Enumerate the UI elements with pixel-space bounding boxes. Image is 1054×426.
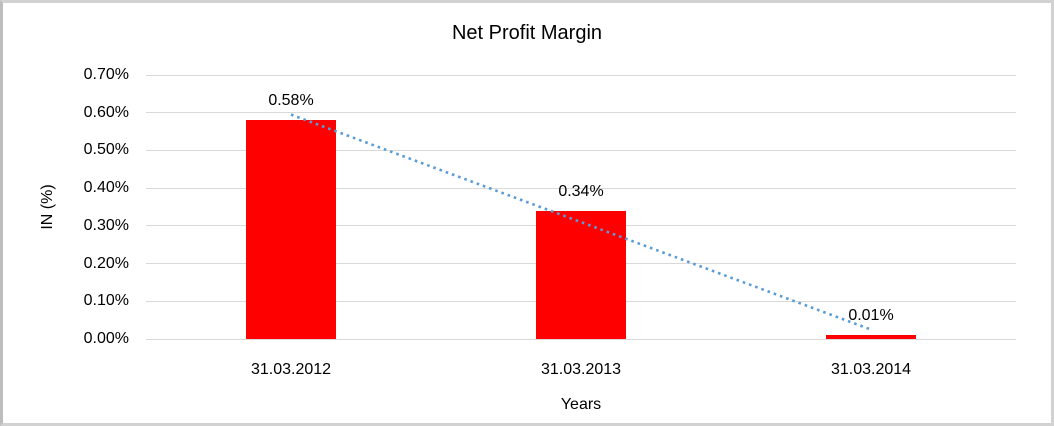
y-gridline — [146, 187, 1016, 189]
y-gridline — [146, 149, 1016, 151]
bar-data-label: 0.34% — [558, 182, 604, 200]
y-axis-tick-label: 0.00% — [83, 330, 129, 347]
bar-data-label: 0.01% — [848, 307, 894, 325]
x-axis-title: Years — [560, 396, 602, 413]
y-gridline — [146, 74, 1016, 76]
y-axis-tick-label: 0.60% — [83, 103, 129, 121]
bar-data-label: 0.58% — [268, 92, 314, 110]
y-axis-tick-label: 0.40% — [83, 179, 129, 197]
y-gridline — [146, 112, 1016, 114]
y-axis-tick-label: 0.50% — [83, 141, 129, 159]
trendline — [290, 113, 872, 331]
y-axis-tick-label: 0.10% — [83, 292, 129, 310]
x-axis-category-label: 31.03.2014 — [830, 361, 912, 378]
y-axis-tick-label: 0.20% — [83, 254, 129, 272]
x-axis-category-label: 31.03.2013 — [540, 361, 622, 378]
bar-31.03.2012 — [246, 120, 336, 339]
y-axis-tick-label: 0.70% — [83, 66, 129, 83]
bar-31.03.2014 — [826, 335, 916, 339]
y-gridline — [146, 338, 1016, 340]
x-axis-category-label: 31.03.2012 — [250, 361, 332, 378]
chart-title: Net Profit Margin — [451, 22, 603, 44]
y-axis-tick-label: 0.30% — [83, 216, 129, 234]
bar-31.03.2013 — [536, 210, 626, 339]
